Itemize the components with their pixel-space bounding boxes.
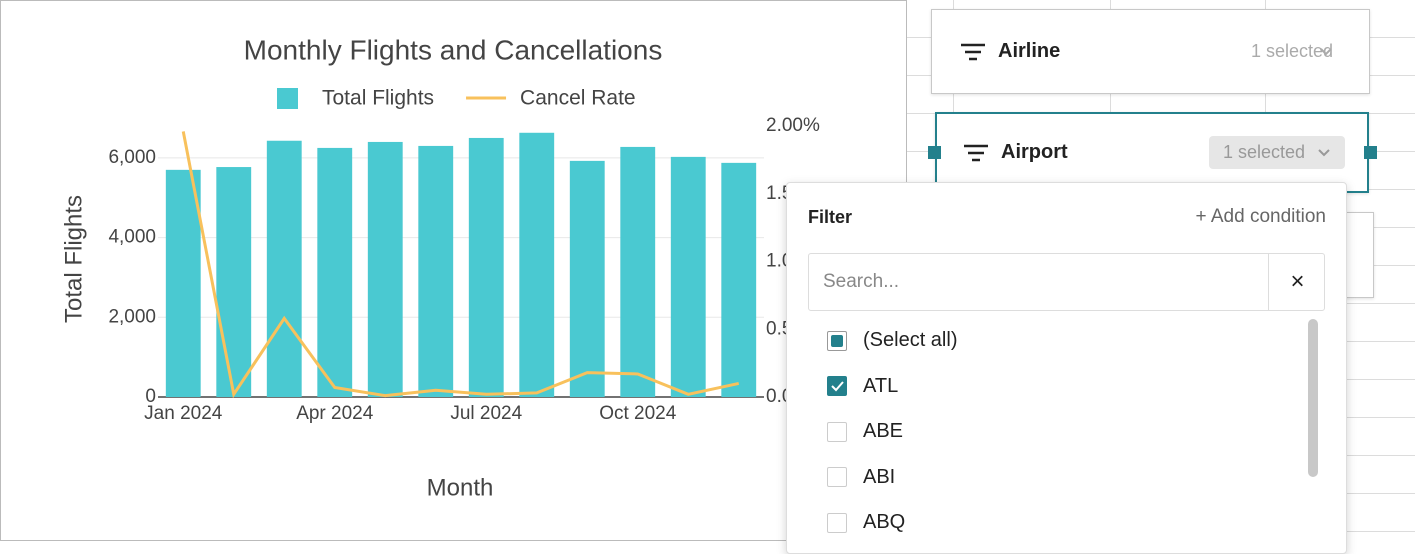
bar xyxy=(317,147,353,397)
x-tick-label: Jul 2024 xyxy=(450,403,522,424)
chart: Monthly Flights and Cancellations Month … xyxy=(0,0,907,541)
partial-mark xyxy=(831,334,843,347)
x-tick-label: Apr 2024 xyxy=(296,403,374,424)
bar xyxy=(216,167,252,397)
scrollbar[interactable] xyxy=(1308,319,1318,477)
bar xyxy=(670,156,706,397)
filter-label: Airport xyxy=(1001,141,1068,163)
checkbox[interactable] xyxy=(827,376,847,396)
checkbox[interactable] xyxy=(827,467,847,487)
filter-dropdown: Filter + Add condition Search... × (Sele… xyxy=(786,182,1347,554)
option-label: ATL xyxy=(863,374,899,397)
search-box[interactable]: Search... × xyxy=(808,253,1325,311)
add-condition[interactable]: + Add condition xyxy=(1195,206,1326,227)
x-tick-label: Oct 2024 xyxy=(599,403,677,424)
option-label: ABI xyxy=(863,465,896,488)
bar xyxy=(721,162,757,397)
option[interactable]: ABE xyxy=(827,420,903,443)
y-tick-label: 4,000 xyxy=(108,227,156,248)
option-label: ABE xyxy=(863,420,904,442)
y2-tick-label: 2.00% xyxy=(766,115,820,136)
option-label: ABQ xyxy=(863,511,906,533)
chart-title: Monthly Flights and Cancellations xyxy=(244,34,663,65)
clear-button[interactable]: × xyxy=(1268,254,1326,310)
y-tick-label: 6,000 xyxy=(108,147,156,168)
bar xyxy=(165,169,201,397)
checkbox[interactable] xyxy=(827,512,847,533)
filter-card[interactable]: Airport 1 selected xyxy=(935,112,1369,193)
option[interactable]: (Select all) xyxy=(827,329,957,352)
chevron xyxy=(1318,148,1330,156)
filter-label: Airline xyxy=(998,40,1061,62)
bar xyxy=(468,137,504,398)
option[interactable]: ABQ xyxy=(827,511,905,534)
line xyxy=(181,131,740,399)
option[interactable]: ABI xyxy=(827,466,895,489)
check-mark xyxy=(831,381,844,392)
x-tick-label: Jan 2024 xyxy=(144,403,223,424)
checkbox[interactable] xyxy=(827,421,847,442)
bar xyxy=(266,140,302,397)
x-axis-title: Month xyxy=(427,474,494,501)
search-placeholder: Search... xyxy=(823,271,900,292)
bar xyxy=(519,132,555,397)
legend-label: Total Flights xyxy=(322,87,434,110)
filter-status[interactable]: 1 selected xyxy=(1250,41,1333,61)
bar xyxy=(569,160,605,397)
option[interactable]: ATL xyxy=(827,375,898,398)
bar xyxy=(418,145,454,397)
filter-card[interactable]: Airline 1 selected xyxy=(931,9,1370,94)
resize-handle[interactable] xyxy=(1364,146,1377,159)
bar xyxy=(620,146,656,397)
chevron xyxy=(1320,47,1332,55)
resize-handle[interactable] xyxy=(928,146,941,159)
bar xyxy=(367,141,403,397)
dropdown-title: Filter xyxy=(808,207,853,227)
y-tick-label: 2,000 xyxy=(108,306,156,327)
legend-label: Cancel Rate xyxy=(520,87,636,110)
y-tick-label: 0 xyxy=(145,386,156,407)
y-axis-title: Total Flights xyxy=(60,195,87,323)
checkbox[interactable] xyxy=(827,330,847,351)
option-label: (Select all) xyxy=(863,329,958,351)
filter-icon xyxy=(961,43,985,60)
legend-swatch xyxy=(277,88,298,109)
filter-icon xyxy=(964,144,988,161)
